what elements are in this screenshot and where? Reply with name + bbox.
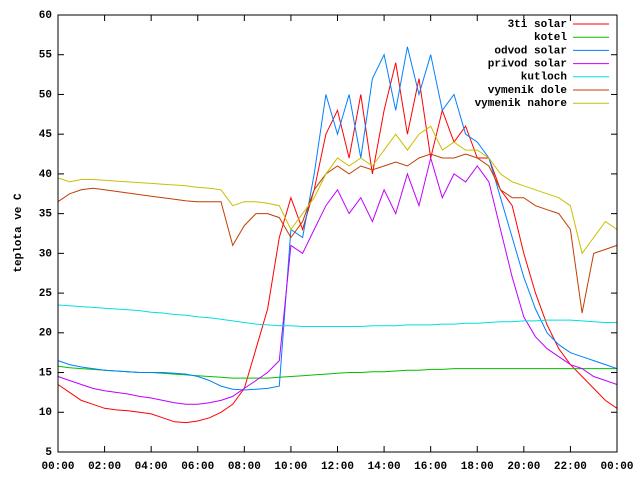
- plot-border: [57, 14, 618, 453]
- series-line: [57, 46, 618, 391]
- y-tick-label: 10: [39, 407, 52, 419]
- y-tick-label: 25: [39, 288, 53, 300]
- series-line: [57, 156, 618, 405]
- legend-label: 3ti solar: [508, 19, 567, 31]
- x-tick-label: 02:00: [88, 461, 121, 473]
- legend-label: vymenik dole: [488, 85, 568, 97]
- x-tick-label: 10:00: [274, 461, 307, 473]
- x-tick-label: 12:00: [321, 461, 354, 473]
- x-tick-label: 08:00: [228, 461, 261, 473]
- legend-label: privod solar: [488, 59, 567, 71]
- legend-label: odvod solar: [494, 45, 567, 57]
- y-tick-label: 5: [45, 447, 52, 459]
- y-axis-label: teplota ve C: [13, 193, 25, 273]
- y-tick-label: 15: [39, 367, 53, 379]
- x-tick-label: 16:00: [414, 461, 447, 473]
- x-tick-label: 20:00: [507, 461, 540, 473]
- y-tick-label: 30: [39, 248, 52, 260]
- y-tick-label: 40: [39, 169, 52, 181]
- x-tick-label: 00:00: [600, 461, 633, 473]
- x-tick-label: 22:00: [554, 461, 587, 473]
- series-line: [57, 125, 618, 255]
- x-tick-label: 06:00: [181, 461, 214, 473]
- y-tick-label: 45: [39, 129, 53, 141]
- x-tick-label: 00:00: [41, 461, 74, 473]
- y-tick-label: 50: [39, 89, 52, 101]
- x-tick-label: 18:00: [461, 461, 494, 473]
- y-tick-label: 35: [39, 209, 53, 221]
- y-tick-label: 60: [39, 10, 52, 22]
- y-tick-label: 20: [39, 328, 52, 340]
- legend-label: kutloch: [521, 72, 567, 84]
- legend-label: kotel: [534, 32, 567, 44]
- series-line: [57, 62, 618, 424]
- series-line: [57, 304, 617, 327]
- series-line: [57, 153, 618, 314]
- y-tick-label: 55: [39, 50, 53, 62]
- legend-label: vymenik nahore: [475, 98, 568, 110]
- x-tick-label: 14:00: [368, 461, 401, 473]
- x-tick-label: 04:00: [135, 461, 168, 473]
